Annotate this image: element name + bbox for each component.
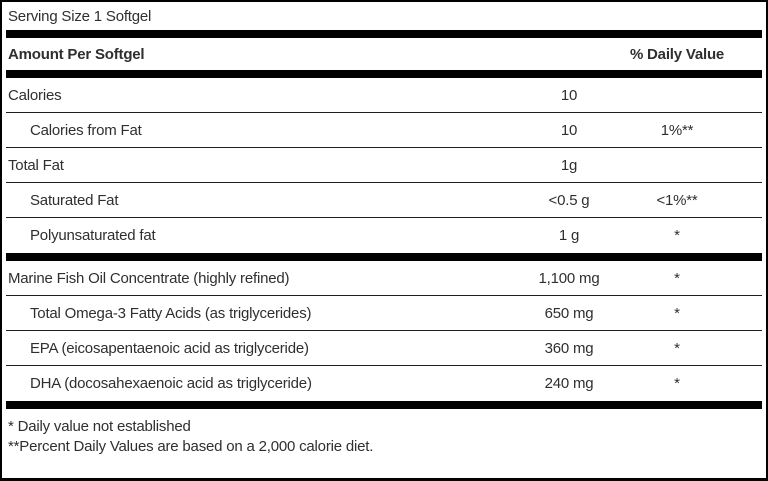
nutrient-daily-value: 1%** (660, 121, 694, 139)
daily-value-header: % Daily Value (629, 45, 725, 63)
table-row: Total Omega-3 Fatty Acids (as triglyceri… (6, 296, 762, 331)
nutrient-name: Total Fat (8, 156, 64, 174)
nutrient-amount: 10 (560, 121, 578, 139)
table-row: Marine Fish Oil Concentrate (highly refi… (6, 261, 762, 296)
nutrient-name: Marine Fish Oil Concentrate (highly refi… (8, 269, 290, 287)
divider-bar-bottom (6, 401, 762, 409)
table-row: DHA (docosahexaenoic acid as triglycerid… (6, 366, 762, 401)
table-row: EPA (eicosapentaenoic acid as triglyceri… (6, 331, 762, 366)
amount-per-softgel-header: Amount Per Softgel (8, 45, 145, 63)
nutrient-name: Calories from Fat (30, 121, 142, 139)
footnotes: * Daily value not established **Percent … (6, 409, 762, 457)
table-row: Calories from Fat 10 1%** (6, 113, 762, 148)
nutrient-daily-value: * (674, 269, 680, 287)
nutrient-daily-value: * (674, 375, 680, 392)
nutrient-amount: 650 mg (544, 304, 594, 322)
nutrient-name: Polyunsaturated fat (30, 227, 156, 244)
divider-bar-header (6, 70, 762, 78)
divider-bar-section (6, 253, 762, 261)
nutrient-amount: 240 mg (544, 375, 594, 392)
serving-size-text: Serving Size 1 Softgel (8, 7, 152, 25)
nutrient-name: Saturated Fat (30, 191, 119, 209)
nutrient-name: EPA (eicosapentaenoic acid as triglyceri… (30, 339, 309, 357)
nutrient-amount: 10 (560, 86, 578, 104)
nutrient-rows: Calories 10 Calories from Fat 10 1%** Total F… (6, 78, 762, 401)
nutrient-amount: 1g (560, 156, 578, 174)
table-header-row: Amount Per Softgel % Daily Value (6, 38, 762, 70)
table-row: Polyunsaturated fat 1 g * (6, 218, 762, 253)
nutrient-name: Total Omega-3 Fatty Acids (as triglyceri… (30, 304, 312, 322)
nutrient-amount: 1 g (558, 227, 580, 244)
nutrient-amount: 1,100 mg (538, 269, 600, 287)
footnote-daily-value-not-established: * Daily value not established (8, 418, 191, 435)
footnote-percent-daily-values: **Percent Daily Values are based on a 2,… (8, 438, 374, 455)
nutrient-amount: 360 mg (544, 339, 594, 357)
divider-bar-top (6, 30, 762, 38)
nutrient-daily-value: * (674, 227, 680, 244)
table-row: Calories 10 (6, 78, 762, 113)
table-row: Saturated Fat <0.5 g <1%** (6, 183, 762, 218)
nutrient-daily-value: * (674, 304, 680, 322)
nutrient-name: Calories (8, 86, 62, 104)
nutrient-daily-value: * (674, 339, 680, 357)
table-row: Total Fat 1g (6, 148, 762, 183)
nutrient-daily-value: <1%** (656, 191, 698, 209)
nutrient-name: DHA (docosahexaenoic acid as triglycerid… (30, 375, 312, 392)
nutrient-amount: <0.5 g (548, 191, 590, 209)
